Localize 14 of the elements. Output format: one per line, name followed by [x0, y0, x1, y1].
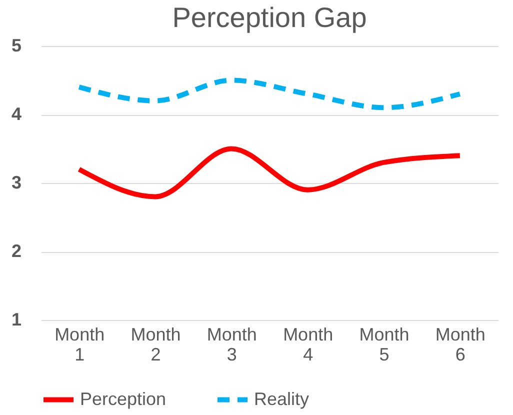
- legend-label: Reality: [254, 388, 310, 409]
- chart-title: Perception Gap: [172, 2, 367, 33]
- x-tick-label: Month 1: [54, 324, 105, 364]
- x-tick-label: Month 4: [283, 324, 334, 364]
- x-tick-label: Month 3: [206, 324, 257, 364]
- y-tick-label: 5: [11, 36, 22, 56]
- legend-label: Perception: [80, 388, 166, 409]
- x-tick-label: Month 5: [359, 324, 410, 364]
- x-tick-label: Month 2: [130, 324, 181, 364]
- x-tick-label: Month 6: [435, 324, 486, 364]
- y-tick-label: 1: [11, 310, 22, 330]
- y-tick-label: 3: [11, 172, 22, 192]
- y-tick-label: 4: [11, 104, 22, 124]
- y-tick-label: 2: [11, 241, 22, 261]
